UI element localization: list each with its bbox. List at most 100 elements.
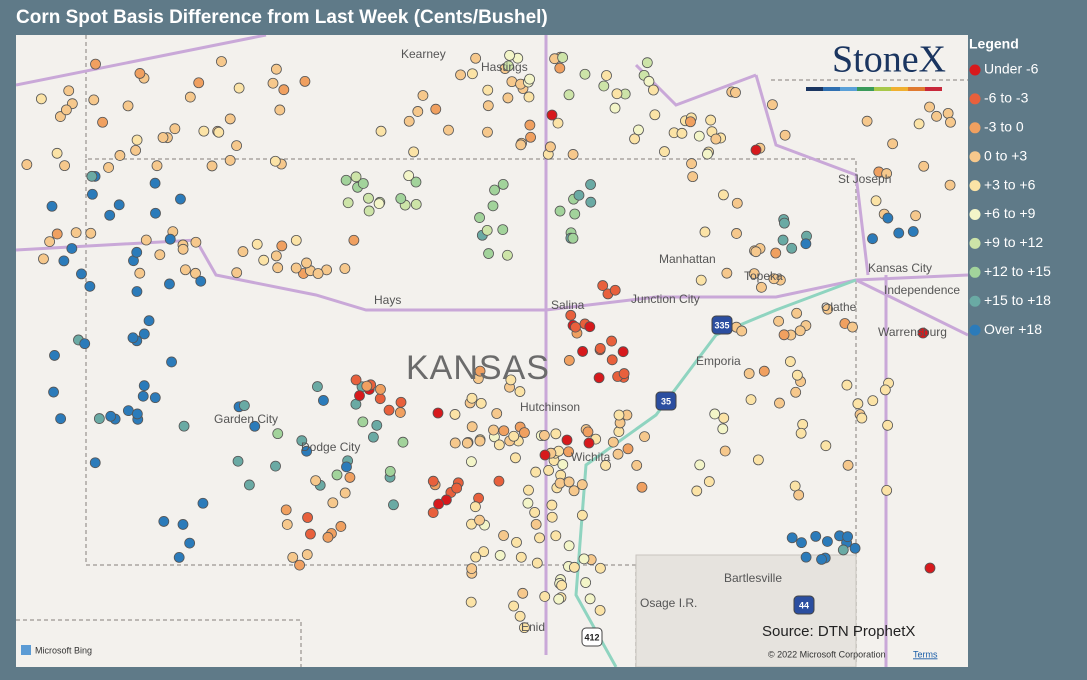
location-dot xyxy=(629,133,640,145)
location-dot xyxy=(465,456,477,468)
location-dot xyxy=(466,563,478,574)
location-dot xyxy=(718,412,730,424)
location-dot xyxy=(318,395,329,406)
location-dot xyxy=(249,420,261,432)
location-dot xyxy=(721,267,733,279)
location-dot xyxy=(816,553,827,565)
location-dot xyxy=(195,275,207,287)
legend-label: -6 to -3 xyxy=(984,90,1029,106)
location-dot xyxy=(879,384,891,396)
location-dot xyxy=(498,425,510,437)
location-dot xyxy=(523,484,534,496)
location-dot xyxy=(93,413,105,424)
location-dot xyxy=(272,262,284,274)
location-dot xyxy=(515,139,527,151)
location-dot xyxy=(924,562,936,574)
logo-bar-segment xyxy=(874,87,891,91)
location-dot xyxy=(752,454,764,466)
location-dot xyxy=(375,125,387,137)
location-dot xyxy=(350,374,362,386)
location-dot xyxy=(607,436,619,448)
city-label: Olathe xyxy=(821,300,857,314)
location-dot xyxy=(287,551,299,563)
location-dot xyxy=(699,226,711,238)
logo-bar-segment xyxy=(925,87,942,91)
location-dot xyxy=(731,228,742,239)
location-dot xyxy=(164,278,175,290)
location-dot xyxy=(177,243,189,255)
location-dot xyxy=(695,274,707,286)
location-dot xyxy=(557,459,569,470)
city-label: Topeka xyxy=(744,269,783,283)
location-dot xyxy=(134,68,146,79)
location-dot xyxy=(569,208,581,220)
location-dot xyxy=(636,481,648,493)
location-dot xyxy=(531,557,543,569)
location-dot xyxy=(322,531,334,543)
location-dot xyxy=(867,233,878,245)
location-dot xyxy=(449,409,461,420)
location-dot xyxy=(290,262,302,274)
highway-number: 35 xyxy=(661,396,671,406)
location-dot xyxy=(710,133,722,145)
location-dot xyxy=(601,70,612,81)
location-dot xyxy=(502,249,513,261)
location-dot xyxy=(88,94,100,106)
location-dot xyxy=(530,466,542,478)
location-dot xyxy=(618,368,630,379)
location-dot xyxy=(793,489,805,501)
location-dot xyxy=(137,390,149,402)
location-dot xyxy=(184,537,196,549)
location-dot xyxy=(582,426,594,438)
location-dot xyxy=(852,398,864,410)
location-dot xyxy=(478,546,490,558)
location-dot xyxy=(177,519,189,530)
location-dot xyxy=(427,475,439,487)
location-dot xyxy=(553,593,565,605)
location-dot xyxy=(887,138,899,150)
location-dot xyxy=(395,193,407,204)
location-dot xyxy=(270,63,282,75)
location-dot xyxy=(373,198,385,209)
location-dot xyxy=(59,160,70,172)
location-dot xyxy=(193,77,205,89)
location-dot xyxy=(48,386,59,398)
location-dot xyxy=(882,212,894,224)
city-label: Kearney xyxy=(401,47,446,61)
location-dot xyxy=(777,234,789,246)
location-dot xyxy=(432,407,444,419)
location-dot xyxy=(466,421,478,433)
legend-swatch xyxy=(969,209,981,220)
location-dot xyxy=(837,544,849,556)
location-dot xyxy=(502,92,514,104)
location-dot xyxy=(578,553,590,565)
location-dot xyxy=(600,459,611,471)
highway-shield xyxy=(793,595,815,615)
city-label: Salina xyxy=(551,298,585,312)
location-dot xyxy=(487,200,499,212)
location-dot xyxy=(583,437,595,449)
terms-link[interactable]: Terms xyxy=(913,649,938,659)
location-dot xyxy=(127,332,139,344)
location-dot xyxy=(514,610,526,622)
location-dot xyxy=(299,76,311,87)
location-dot xyxy=(736,325,748,337)
location-dot xyxy=(709,408,721,420)
location-dot xyxy=(339,487,351,499)
location-dot xyxy=(561,434,573,446)
location-dot xyxy=(395,396,407,408)
location-dot xyxy=(750,144,762,156)
location-dot xyxy=(49,350,60,361)
location-dot xyxy=(63,85,75,97)
location-dot xyxy=(367,431,379,443)
logo-bar-segment xyxy=(806,87,823,91)
bing-icon xyxy=(21,645,31,655)
location-dot xyxy=(796,537,807,549)
location-dot xyxy=(515,551,527,563)
location-dot xyxy=(412,106,424,117)
map: Kearney Hastings St Joseph Manhattan Topeka K… xyxy=(16,35,968,667)
state-label: KANSAS xyxy=(406,349,550,387)
location-dot xyxy=(491,408,503,419)
location-dot xyxy=(719,445,731,457)
location-dot xyxy=(474,212,485,223)
